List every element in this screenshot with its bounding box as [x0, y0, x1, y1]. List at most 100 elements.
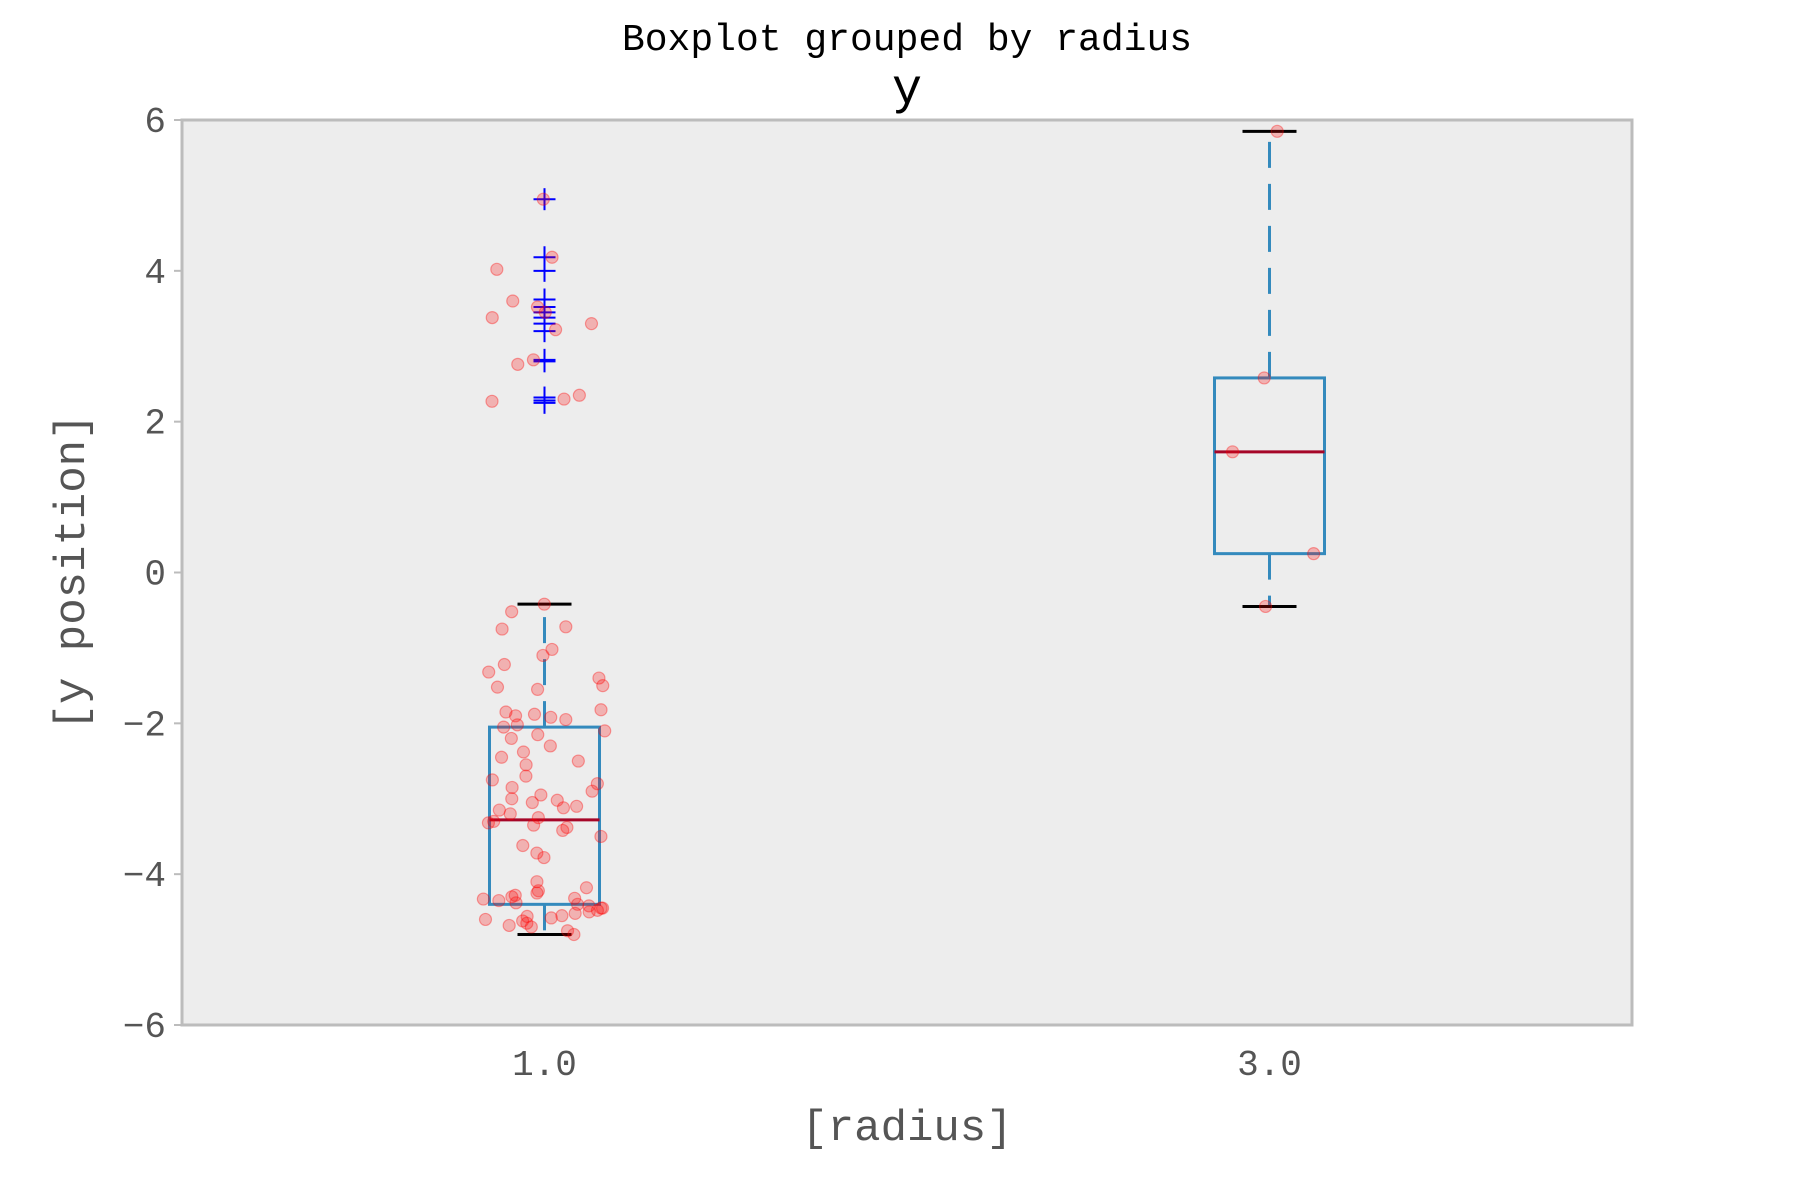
data-point	[506, 294, 520, 308]
points-1-0	[476, 192, 612, 942]
data-point	[505, 780, 519, 795]
y-tick-label: −2	[123, 705, 166, 746]
data-point	[556, 823, 570, 838]
x-axis-label: [radius]	[801, 1104, 1012, 1154]
data-point	[1270, 124, 1284, 138]
data-point	[598, 724, 612, 738]
points-3-0	[1225, 124, 1321, 614]
data-point	[568, 891, 582, 905]
y-tick-label: 6	[144, 102, 166, 143]
data-point	[536, 192, 550, 206]
data-point	[570, 799, 584, 813]
data-point	[538, 305, 552, 319]
y-tick-label: 2	[144, 404, 166, 445]
data-point	[485, 394, 499, 408]
data-point	[579, 881, 594, 895]
data-point	[510, 718, 524, 732]
data-point	[1307, 547, 1321, 561]
data-point	[545, 642, 559, 657]
data-point	[1258, 599, 1273, 614]
data-point	[1225, 445, 1240, 459]
data-point	[505, 890, 519, 904]
y-axis: 6 4 2 0 −2 −4 −6	[123, 102, 182, 1048]
data-point	[508, 709, 523, 723]
data-point	[495, 622, 509, 636]
data-point	[537, 850, 551, 865]
data-point	[511, 357, 525, 371]
data-point	[595, 901, 610, 915]
data-point	[567, 927, 581, 942]
data-point	[585, 784, 599, 798]
data-point	[505, 792, 519, 806]
data-point	[516, 745, 531, 759]
data-point	[555, 909, 569, 923]
data-point	[590, 903, 605, 917]
data-point	[524, 920, 538, 934]
data-point	[560, 820, 574, 835]
data-point	[571, 754, 585, 768]
data-point	[592, 671, 606, 685]
data-point	[519, 769, 533, 783]
box-iqr	[1213, 376, 1326, 556]
data-point	[490, 262, 504, 276]
data-point	[530, 300, 545, 314]
data-point	[531, 811, 545, 825]
flier-marker	[533, 259, 556, 282]
plot-marks	[476, 124, 1326, 942]
data-point	[497, 657, 511, 672]
data-point	[478, 912, 493, 927]
data-point	[504, 731, 518, 746]
x-tick-label: 1.0	[512, 1045, 577, 1086]
data-point	[516, 838, 530, 853]
data-point	[584, 317, 599, 331]
y-tick-label: −6	[123, 1007, 166, 1048]
data-point	[520, 909, 534, 924]
y-tick-label: 4	[144, 253, 166, 294]
data-point	[499, 705, 513, 719]
data-point	[520, 916, 534, 930]
data-point	[594, 703, 608, 717]
data-point	[559, 712, 573, 727]
data-point	[497, 720, 511, 734]
data-point	[594, 901, 608, 915]
data-point	[494, 750, 509, 764]
box-iqr	[488, 725, 601, 906]
data-point	[527, 707, 542, 721]
data-point	[526, 353, 541, 367]
data-point	[492, 803, 506, 817]
data-point	[502, 918, 516, 933]
data-point	[556, 801, 571, 815]
data-point	[487, 814, 501, 828]
data-point	[530, 886, 544, 900]
data-point	[582, 905, 596, 919]
y-tick-label: −4	[123, 856, 166, 897]
data-point	[557, 392, 571, 406]
box-group-3-0	[1213, 129, 1326, 608]
data-point	[582, 899, 596, 913]
data-point	[536, 648, 550, 663]
flier-marker	[533, 391, 556, 414]
flier-marker	[533, 350, 556, 373]
data-point	[537, 597, 551, 611]
data-point	[560, 924, 575, 938]
data-point	[594, 829, 608, 844]
data-point	[485, 773, 499, 787]
data-point	[596, 679, 610, 693]
data-point	[476, 892, 490, 906]
chart-subtitle: y	[892, 62, 922, 119]
box-group-1-0	[488, 188, 601, 936]
data-point	[492, 893, 506, 908]
data-point	[509, 896, 523, 910]
data-point	[503, 807, 517, 821]
data-point	[530, 875, 544, 889]
data-point	[530, 682, 545, 696]
y-tick-label: 0	[144, 555, 166, 596]
data-point	[534, 788, 548, 802]
y-axis-label: [y position]	[48, 414, 98, 731]
data-point	[543, 739, 557, 753]
data-point	[548, 323, 563, 337]
chart-title: Boxplot grouped by radius	[622, 19, 1192, 62]
plot-area	[182, 120, 1632, 1025]
